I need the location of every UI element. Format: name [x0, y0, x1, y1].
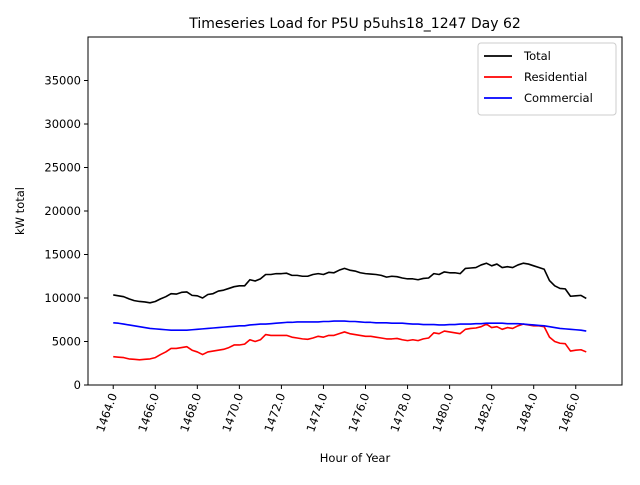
y-axis-label: kW total: [13, 187, 27, 235]
x-axis: 1464.0 1466.0 1468.0 1470.0 1472.0 1474.0 1476…: [93, 385, 583, 434]
chart-title: Timeseries Load for P5U p5uhs18_1247 Day…: [188, 16, 521, 32]
x-tick-label: 1472.0: [261, 391, 288, 434]
series-line-total: [113, 262, 587, 304]
y-tick-label: 5000: [52, 335, 81, 349]
x-tick-label: 1468.0: [177, 391, 204, 434]
legend-label: Residential: [524, 70, 587, 84]
y-tick-label: 20000: [44, 204, 81, 218]
y-axis: 0 5000 10000 15000 20000 25000 30000 35000: [44, 74, 88, 392]
series-line-residential: [113, 323, 587, 361]
legend-label: Total: [523, 49, 551, 63]
y-tick-label: 25000: [44, 161, 81, 175]
x-tick-label: 1470.0: [219, 391, 246, 434]
series-line-commercial: [113, 320, 587, 332]
x-tick-label: 1474.0: [303, 391, 330, 434]
y-tick-label: 15000: [44, 248, 81, 262]
y-tick-label: 0: [74, 378, 81, 392]
x-tick-label: 1482.0: [472, 391, 499, 434]
x-tick-label: 1480.0: [430, 391, 457, 434]
y-tick-label: 30000: [44, 117, 81, 131]
x-tick-label: 1484.0: [514, 391, 541, 434]
legend-box: [477, 42, 617, 116]
x-tick-label: 1476.0: [345, 391, 372, 434]
x-tick-label: 1464.0: [93, 391, 120, 434]
y-tick-label: 10000: [44, 291, 81, 305]
x-axis-label: Hour of Year: [320, 451, 391, 465]
y-tick-label: 35000: [44, 74, 81, 88]
legend-label: Commercial: [524, 91, 593, 105]
x-tick-label: 1466.0: [135, 391, 162, 434]
series-lines: [113, 262, 587, 361]
x-tick-label: 1486.0: [556, 391, 583, 434]
legend: Total Residential Commercial: [477, 42, 617, 116]
x-tick-label: 1478.0: [387, 391, 414, 434]
